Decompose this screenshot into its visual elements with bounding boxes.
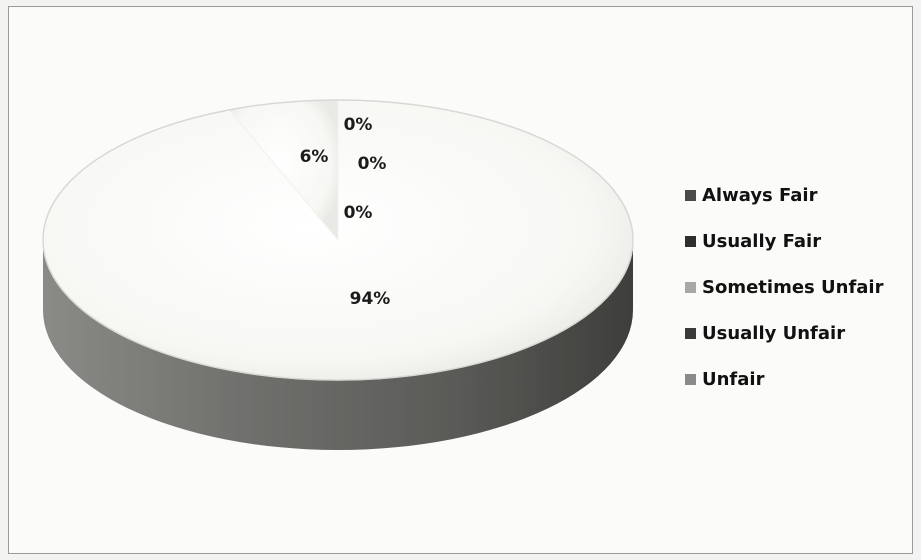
legend-label-unfair: Unfair: [702, 368, 765, 390]
legend-item-always-fair: Always Fair: [685, 172, 883, 218]
legend-swatch-unfair: [685, 373, 696, 385]
legend-label-sometimes-unfair: Sometimes Unfair: [702, 276, 884, 298]
pie-rim: [42, 99, 634, 381]
slice-label-always-fair: 94%: [350, 289, 391, 309]
legend-label-always-fair: Always Fair: [702, 184, 818, 206]
slice-label-usually-unfair: 0%: [344, 115, 373, 135]
chart-legend: Always Fair Usually Fair Sometimes Unfair U…: [685, 172, 883, 402]
legend-swatch-usually-fair: [685, 235, 696, 247]
legend-item-usually-fair: Usually Fair: [685, 218, 883, 264]
legend-label-usually-fair: Usually Fair: [702, 230, 822, 252]
legend-swatch-always-fair: [685, 189, 696, 201]
pie-labels: 94% 0% 0% 0% 6%: [300, 115, 391, 309]
slice-label-usually-fair: 0%: [344, 203, 373, 223]
legend-item-unfair: Unfair: [685, 356, 883, 402]
pie-top: [42, 99, 634, 381]
legend-swatch-usually-unfair: [685, 327, 696, 339]
pie-side-wall: [43, 240, 633, 450]
pie-side: [43, 240, 633, 450]
legend-item-sometimes-unfair: Sometimes Unfair: [685, 264, 883, 310]
slice-label-sometimes-unfair: 0%: [358, 154, 387, 174]
legend-label-usually-unfair: Usually Unfair: [702, 322, 846, 344]
slice-label-unfair: 6%: [300, 147, 329, 167]
legend-swatch-sometimes-unfair: [685, 281, 696, 293]
legend-item-usually-unfair: Usually Unfair: [685, 310, 883, 356]
